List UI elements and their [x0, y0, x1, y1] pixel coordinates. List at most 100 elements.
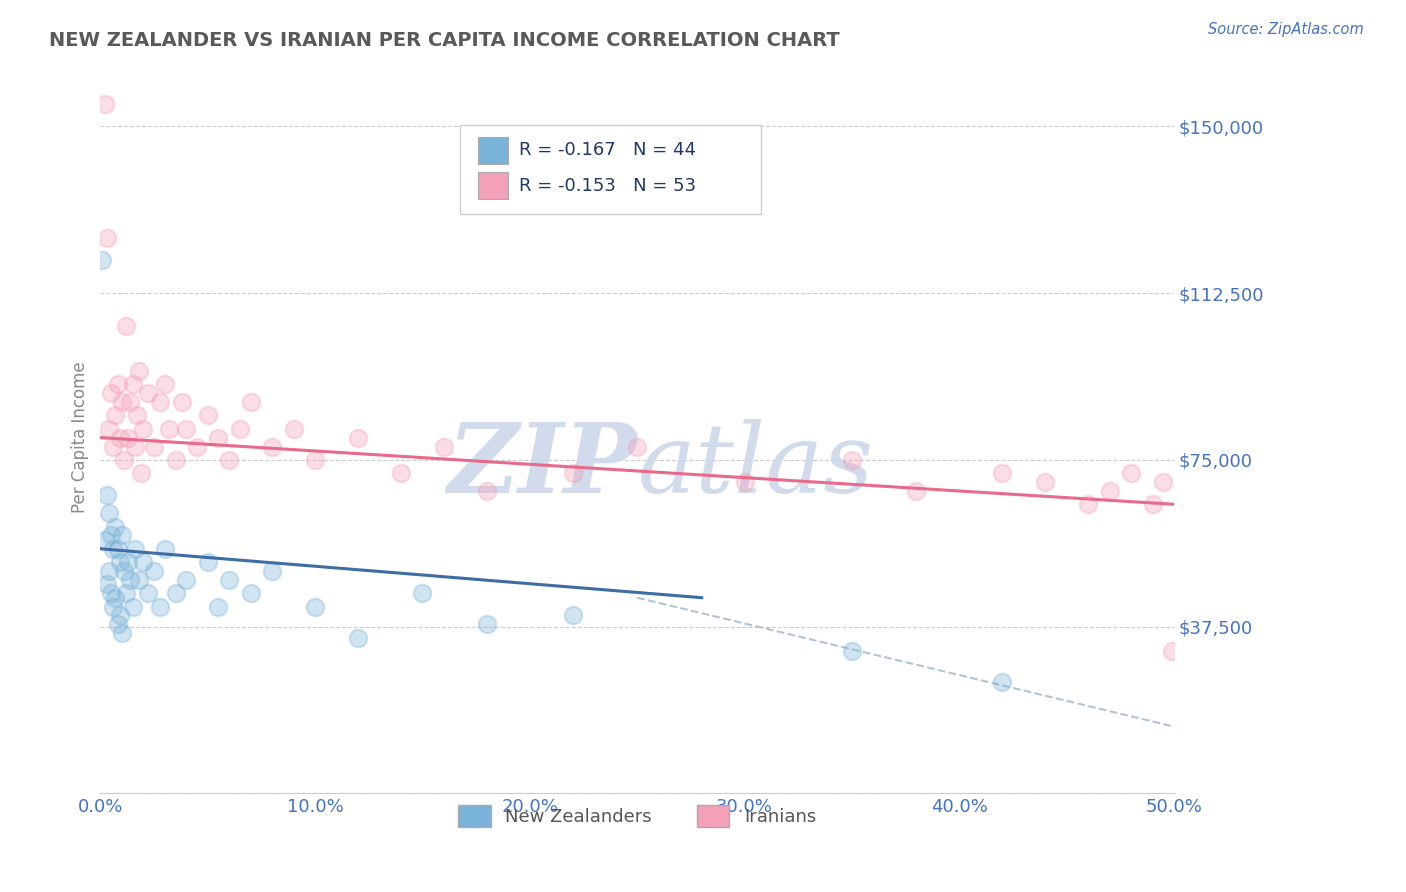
Point	[104, 519, 127, 533]
Point	[120, 395, 142, 409]
Point	[117, 431, 139, 445]
Point	[111, 626, 134, 640]
Point	[104, 409, 127, 423]
Point	[262, 440, 284, 454]
Point	[905, 483, 928, 498]
Point	[239, 395, 262, 409]
Point	[283, 422, 305, 436]
FancyBboxPatch shape	[460, 125, 761, 213]
Point	[107, 541, 129, 556]
Point	[128, 364, 150, 378]
Point	[1161, 644, 1184, 658]
Point	[103, 440, 125, 454]
Point	[218, 453, 240, 467]
Point	[153, 541, 176, 556]
Point	[1142, 497, 1164, 511]
Point	[115, 319, 138, 334]
Point	[411, 586, 433, 600]
Point	[347, 631, 370, 645]
Point	[218, 573, 240, 587]
Point	[103, 599, 125, 614]
Point	[96, 577, 118, 591]
Point	[93, 97, 115, 112]
Point	[143, 564, 166, 578]
Point	[121, 599, 143, 614]
Point	[97, 422, 120, 436]
Point	[129, 466, 152, 480]
Point	[165, 586, 187, 600]
Point	[991, 466, 1014, 480]
Point	[132, 555, 155, 569]
Point	[841, 453, 863, 467]
Text: Source: ZipAtlas.com: Source: ZipAtlas.com	[1208, 22, 1364, 37]
Point	[108, 431, 131, 445]
Point	[100, 386, 122, 401]
Legend: New Zealanders, Iranians: New Zealanders, Iranians	[451, 797, 824, 834]
Text: NEW ZEALANDER VS IRANIAN PER CAPITA INCOME CORRELATION CHART: NEW ZEALANDER VS IRANIAN PER CAPITA INCO…	[49, 31, 839, 50]
Point	[124, 440, 146, 454]
Point	[174, 422, 197, 436]
Point	[197, 409, 219, 423]
Point	[124, 541, 146, 556]
Bar	[478, 172, 509, 199]
Point	[991, 675, 1014, 690]
Point	[262, 564, 284, 578]
Point	[1152, 475, 1174, 489]
Point	[304, 453, 326, 467]
Point	[143, 440, 166, 454]
Point	[389, 466, 412, 480]
Bar	[478, 136, 509, 164]
Point	[117, 555, 139, 569]
Point	[561, 608, 583, 623]
Point	[96, 230, 118, 244]
Point	[93, 533, 115, 547]
Point	[100, 586, 122, 600]
Text: atlas: atlas	[637, 419, 873, 513]
Point	[174, 573, 197, 587]
Point	[207, 431, 229, 445]
Point	[304, 599, 326, 614]
Point	[239, 586, 262, 600]
Point	[561, 466, 583, 480]
Point	[97, 564, 120, 578]
Point	[120, 573, 142, 587]
Point	[96, 488, 118, 502]
Point	[125, 409, 148, 423]
Point	[136, 586, 159, 600]
Point	[207, 599, 229, 614]
Point	[347, 431, 370, 445]
Point	[107, 377, 129, 392]
Point	[153, 377, 176, 392]
Point	[475, 617, 498, 632]
Point	[626, 440, 648, 454]
Point	[115, 586, 138, 600]
Point	[132, 422, 155, 436]
Point	[91, 252, 114, 267]
Point	[100, 528, 122, 542]
Point	[157, 422, 180, 436]
Point	[734, 475, 756, 489]
Point	[128, 573, 150, 587]
Point	[1033, 475, 1056, 489]
Point	[111, 528, 134, 542]
Text: ZIP: ZIP	[447, 419, 637, 513]
Point	[475, 483, 498, 498]
Text: R = -0.153   N = 53: R = -0.153 N = 53	[519, 177, 696, 194]
Point	[112, 564, 135, 578]
Point	[108, 555, 131, 569]
Point	[97, 506, 120, 520]
Point	[186, 440, 208, 454]
Point	[107, 617, 129, 632]
Point	[841, 644, 863, 658]
Point	[433, 440, 456, 454]
Point	[104, 591, 127, 605]
Text: R = -0.167   N = 44: R = -0.167 N = 44	[519, 141, 696, 159]
Point	[149, 599, 172, 614]
Point	[1098, 483, 1121, 498]
Point	[165, 453, 187, 467]
Point	[229, 422, 252, 436]
Point	[108, 608, 131, 623]
Point	[1121, 466, 1143, 480]
Point	[111, 395, 134, 409]
Point	[170, 395, 193, 409]
